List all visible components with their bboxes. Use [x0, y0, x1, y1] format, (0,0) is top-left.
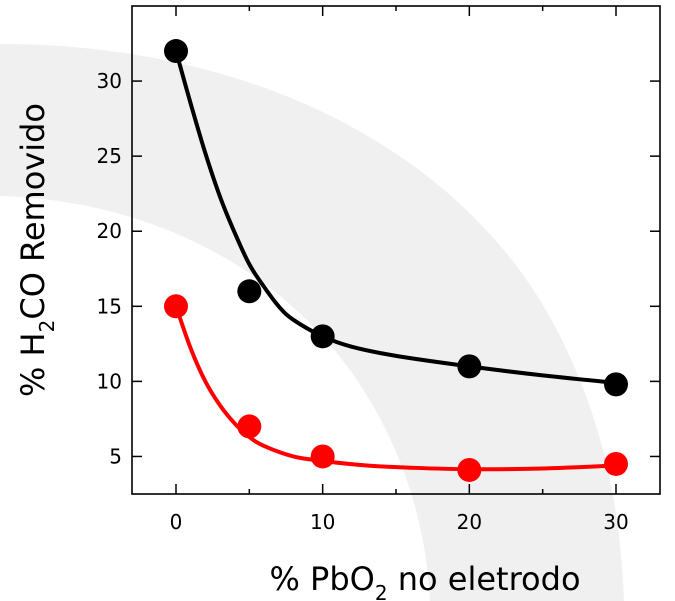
x-tick-label: 10	[310, 510, 335, 534]
y-tick-label: 10	[97, 369, 122, 393]
y-tick-label: 15	[97, 294, 122, 318]
y-tick-label: 20	[97, 219, 122, 243]
y-tick-label: 5	[109, 444, 122, 468]
series-2-point	[457, 457, 482, 482]
series-2-point	[164, 294, 188, 319]
series-2-point	[604, 451, 628, 476]
series-1-point	[164, 39, 188, 64]
series-2-point	[310, 444, 335, 469]
x-tick-label: 30	[603, 510, 628, 534]
series-1-point	[604, 372, 628, 397]
x-tick-label: 0	[170, 510, 183, 534]
data-markers	[164, 39, 628, 482]
y-tick-label: 30	[97, 69, 122, 93]
axis-ticks	[132, 6, 660, 494]
y-axis-title: % H2CO Removido	[14, 103, 59, 397]
x-axis-title: % PbO2 no eletrodo	[269, 560, 580, 601]
y-tick-label: 25	[97, 144, 122, 168]
series-1-point	[237, 279, 262, 304]
series-1-point	[310, 324, 335, 349]
tick-labels: 0 10 20 30 5 10 15 20 25 30	[97, 69, 629, 534]
series-2-point	[237, 414, 262, 439]
series-1-point	[457, 354, 482, 379]
x-tick-label: 20	[457, 510, 482, 534]
